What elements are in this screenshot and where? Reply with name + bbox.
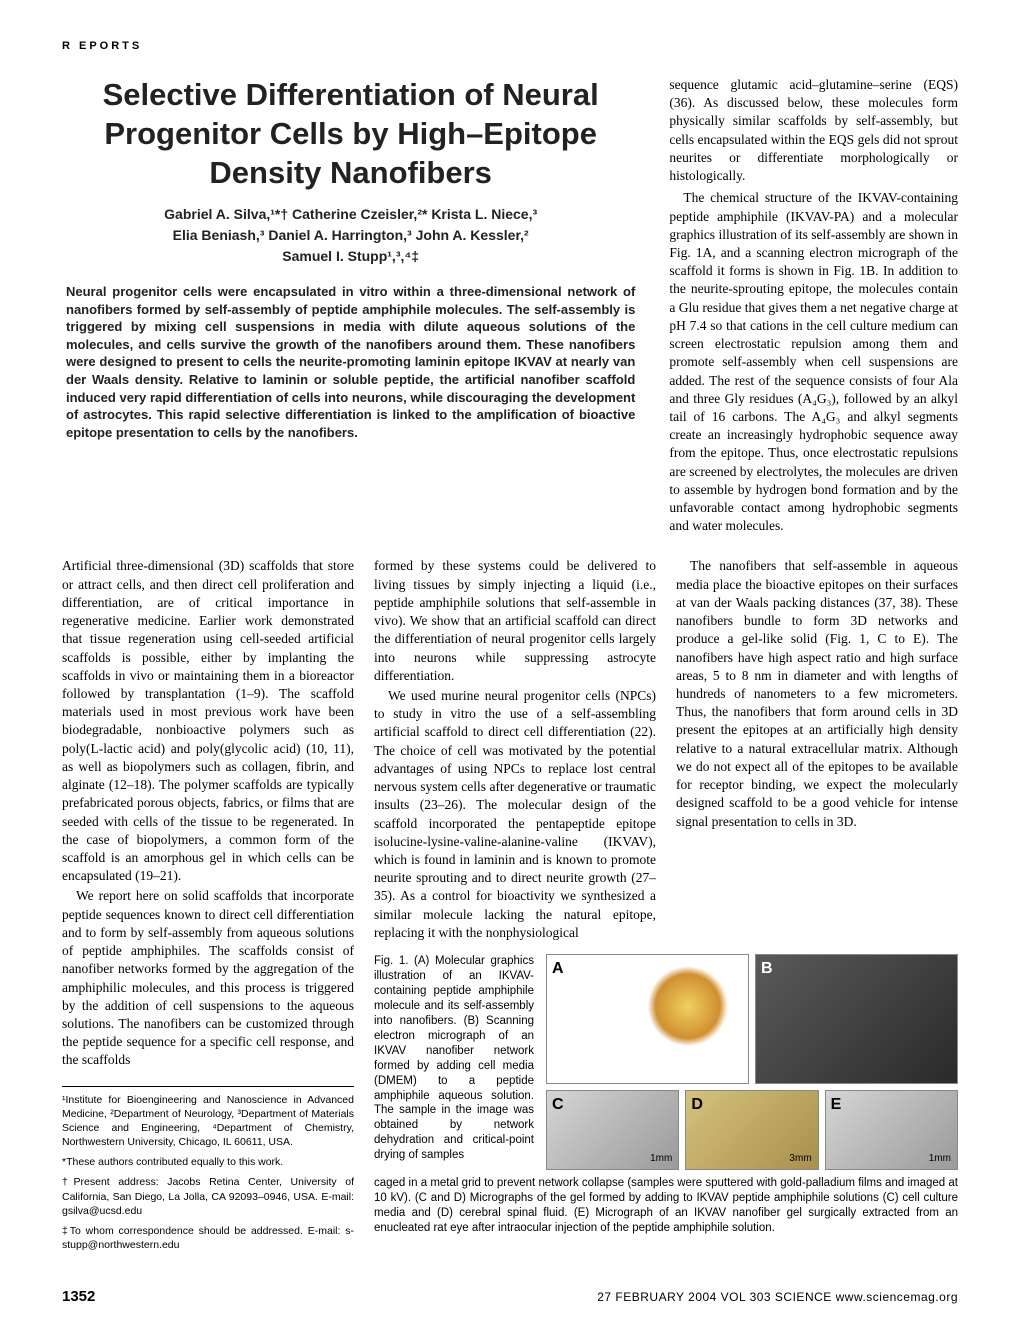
- intro-paragraph-1: sequence glutamic acid–glutamine–serine …: [669, 76, 958, 185]
- page-number: 1352: [62, 1288, 95, 1305]
- figure-panel-c: C 1mm: [546, 1090, 679, 1170]
- abstract: Neural progenitor cells were encapsulate…: [62, 283, 639, 441]
- col2-paragraph-1: formed by these systems could be deliver…: [374, 557, 656, 685]
- main-columns: Artificial three-dimensional (3D) scaffo…: [62, 557, 958, 1258]
- panel-label-d: D: [691, 1094, 703, 1116]
- affiliation-equal: *These authors contributed equally to th…: [62, 1155, 354, 1169]
- figure-panel-e: E 1mm: [825, 1090, 958, 1170]
- column-1: Artificial three-dimensional (3D) scaffo…: [62, 557, 354, 1258]
- affiliations: ¹Institute for Bioengineering and Nanosc…: [62, 1086, 354, 1253]
- authors: Gabriel A. Silva,¹*† Catherine Czeisler,…: [62, 204, 639, 267]
- col3-paragraph-1: The nanofibers that self-assemble in aqu…: [676, 557, 958, 830]
- col1-paragraph-1: Artificial three-dimensional (3D) scaffo…: [62, 557, 354, 885]
- panel-label-c: C: [552, 1094, 564, 1116]
- figure-panel-b: B: [755, 954, 958, 1084]
- figure-1-caption-continuation: caged in a metal grid to prevent network…: [374, 1176, 958, 1236]
- panel-label-e: E: [831, 1094, 842, 1116]
- authors-line-3: Samuel I. Stupp¹,³,⁴‡: [282, 248, 419, 264]
- panel-scale-e: 1mm: [929, 1152, 951, 1166]
- figure-bottom-row: C 1mm D 3mm E 1mm: [546, 1090, 958, 1170]
- affiliation-present-address: †Present address: Jacobs Retina Center, …: [62, 1175, 354, 1218]
- right-intro-column: sequence glutamic acid–glutamine–serine …: [669, 76, 958, 539]
- figure-top-row: A B: [546, 954, 958, 1084]
- figure-panel-d: D 3mm: [685, 1090, 818, 1170]
- figure-1: Fig. 1. (A) Molecular graphics illustrat…: [374, 954, 958, 1170]
- col1-paragraph-2: We report here on solid scaffolds that i…: [62, 887, 354, 1069]
- figure-1-images: A B C 1mm D 3mm E: [546, 954, 958, 1170]
- authors-line-1: Gabriel A. Silva,¹*† Catherine Czeisler,…: [164, 206, 537, 222]
- intro-paragraph-2: The chemical structure of the IKVAV-cont…: [669, 189, 958, 535]
- column-2: formed by these systems could be deliver…: [374, 557, 958, 1258]
- title-block: Selective Differentiation of Neural Prog…: [62, 76, 649, 539]
- figure-panel-a: A: [546, 954, 749, 1084]
- section-label: R EPORTS: [62, 40, 958, 52]
- page-footer: 1352 27 FEBRUARY 2004 VOL 303 SCIENCE ww…: [62, 1288, 958, 1305]
- panel-label-a: A: [552, 958, 564, 980]
- footer-citation: 27 FEBRUARY 2004 VOL 303 SCIENCE www.sci…: [597, 1290, 958, 1304]
- col2-paragraph-2: We used murine neural progenitor cells (…: [374, 687, 656, 942]
- panel-scale-c: 1mm: [650, 1152, 672, 1166]
- top-section: Selective Differentiation of Neural Prog…: [62, 76, 958, 539]
- authors-line-2: Elia Beniash,³ Daniel A. Harrington,³ Jo…: [173, 227, 529, 243]
- figure-1-caption-left: Fig. 1. (A) Molecular graphics illustrat…: [374, 954, 534, 1170]
- panel-label-b: B: [761, 958, 773, 980]
- paper-title: Selective Differentiation of Neural Prog…: [62, 76, 639, 192]
- affiliation-correspondence: ‡To whom correspondence should be addres…: [62, 1224, 354, 1252]
- panel-scale-d: 3mm: [789, 1152, 811, 1166]
- affiliation-institutes: ¹Institute for Bioengineering and Nanosc…: [62, 1093, 354, 1150]
